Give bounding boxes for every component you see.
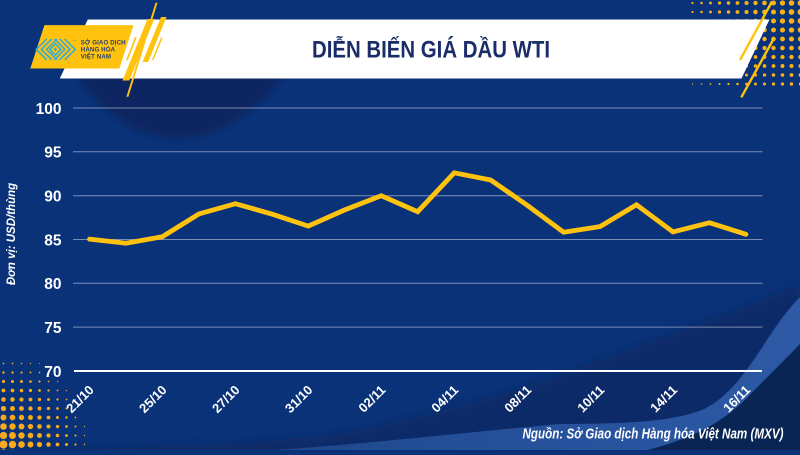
svg-text:SỞ GIAO DỊCH: SỞ GIAO DỊCH bbox=[81, 39, 126, 46]
svg-text:80: 80 bbox=[44, 276, 61, 293]
svg-text:70: 70 bbox=[44, 364, 61, 381]
svg-text:95: 95 bbox=[44, 145, 62, 162]
svg-text:HÀNG HÓA: HÀNG HÓA bbox=[81, 46, 116, 54]
svg-text:VIỆT NAM: VIỆT NAM bbox=[81, 53, 111, 61]
svg-text:75: 75 bbox=[44, 320, 62, 337]
svg-text:DIỄN BIẾN GIÁ DẦU WTI: DIỄN BIẾN GIÁ DẦU WTI bbox=[312, 35, 550, 64]
svg-text:Đơn vị: USD/thùng: Đơn vị: USD/thùng bbox=[6, 183, 18, 285]
svg-text:90: 90 bbox=[44, 189, 61, 206]
svg-text:85: 85 bbox=[44, 232, 62, 249]
svg-text:Nguồn: Sở Giao dịch Hàng hóa V: Nguồn: Sở Giao dịch Hàng hóa Việt Nam (M… bbox=[523, 426, 784, 443]
svg-text:100: 100 bbox=[36, 101, 62, 118]
